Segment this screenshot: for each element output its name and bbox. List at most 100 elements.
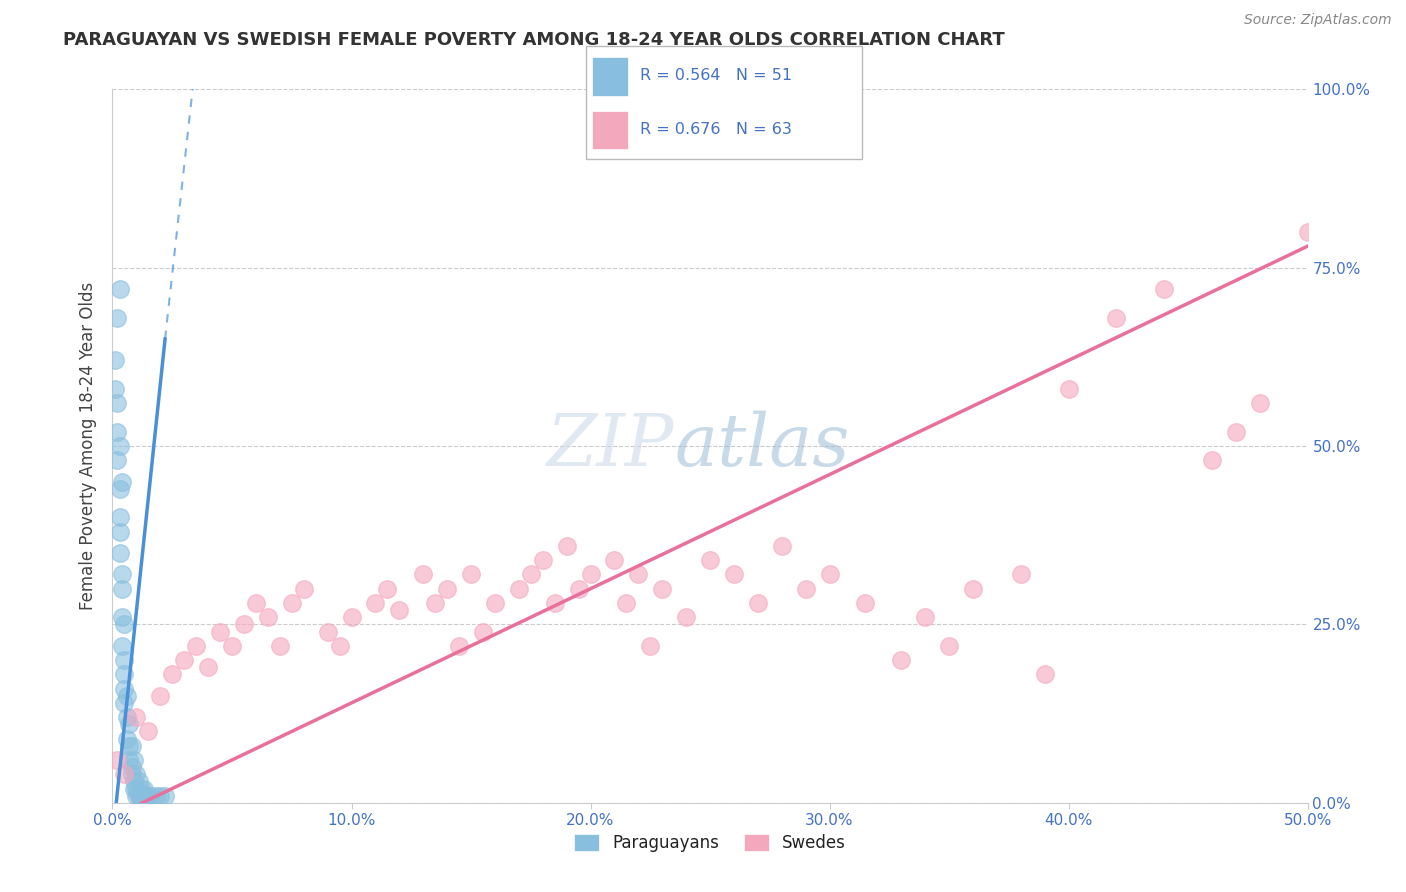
Point	[388, 603, 411, 617]
Point	[122, 781, 145, 796]
Point	[105, 310, 128, 325]
Point	[114, 667, 135, 681]
Point	[115, 689, 138, 703]
Y-axis label: Female Poverty Among 18-24 Year Olds: Female Poverty Among 18-24 Year Olds	[79, 282, 97, 610]
Point	[108, 524, 131, 539]
Text: Source: ZipAtlas.com: Source: ZipAtlas.com	[1244, 13, 1392, 28]
Point	[122, 753, 145, 767]
Point	[640, 639, 662, 653]
FancyBboxPatch shape	[586, 45, 862, 160]
Point	[747, 596, 769, 610]
Point	[128, 789, 150, 803]
Point	[257, 610, 280, 624]
Point	[105, 396, 128, 410]
Point	[329, 639, 352, 653]
Point	[209, 624, 232, 639]
Point	[1296, 225, 1319, 239]
Point	[472, 624, 495, 639]
Point	[520, 567, 543, 582]
Point	[723, 567, 745, 582]
Point	[651, 582, 673, 596]
Point	[125, 767, 148, 781]
Point	[603, 553, 626, 567]
Point	[818, 567, 841, 582]
Point	[149, 789, 172, 803]
Point	[125, 789, 148, 803]
Point	[914, 610, 936, 624]
Point	[105, 453, 128, 467]
Point	[1057, 382, 1080, 396]
Point	[281, 596, 304, 610]
Point	[122, 774, 145, 789]
Point	[111, 582, 134, 596]
Point	[111, 475, 134, 489]
Point	[1249, 396, 1271, 410]
Point	[425, 596, 447, 610]
Point	[233, 617, 256, 632]
Point	[138, 724, 160, 739]
Point	[292, 582, 315, 596]
Text: ZIP: ZIP	[547, 410, 675, 482]
Point	[675, 610, 697, 624]
Point	[531, 553, 554, 567]
Point	[114, 696, 135, 710]
Point	[129, 781, 152, 796]
Point	[436, 582, 458, 596]
Text: atlas: atlas	[675, 410, 849, 482]
Point	[1105, 310, 1128, 325]
Point	[1033, 667, 1056, 681]
Point	[104, 382, 127, 396]
Point	[135, 789, 157, 803]
Point	[269, 639, 291, 653]
Point	[125, 781, 148, 796]
Point	[938, 639, 960, 653]
Point	[118, 739, 141, 753]
Point	[114, 767, 135, 781]
Point	[139, 789, 162, 803]
Point	[340, 610, 363, 624]
Point	[579, 567, 602, 582]
Point	[245, 596, 267, 610]
Point	[118, 717, 141, 731]
Point	[108, 482, 131, 496]
Point	[855, 596, 877, 610]
Point	[149, 689, 172, 703]
Point	[962, 582, 984, 596]
Point	[114, 681, 135, 696]
Point	[125, 710, 148, 724]
Point	[105, 753, 128, 767]
Point	[118, 753, 141, 767]
Text: PARAGUAYAN VS SWEDISH FEMALE POVERTY AMONG 18-24 YEAR OLDS CORRELATION CHART: PARAGUAYAN VS SWEDISH FEMALE POVERTY AMO…	[63, 31, 1005, 49]
Legend: Paraguayans, Swedes: Paraguayans, Swedes	[567, 827, 853, 859]
Point	[105, 425, 128, 439]
Point	[104, 353, 127, 368]
Point	[627, 567, 650, 582]
Point	[890, 653, 912, 667]
Point	[108, 546, 131, 560]
Point	[364, 596, 387, 610]
Point	[108, 282, 131, 296]
Point	[135, 789, 157, 803]
Point	[316, 624, 339, 639]
Point	[129, 789, 152, 803]
Point	[221, 639, 243, 653]
Point	[1201, 453, 1223, 467]
Point	[108, 439, 131, 453]
Point	[115, 731, 138, 746]
Point	[616, 596, 638, 610]
Point	[1153, 282, 1175, 296]
Text: R = 0.676   N = 63: R = 0.676 N = 63	[640, 121, 792, 136]
Point	[128, 774, 150, 789]
Point	[128, 789, 150, 803]
Point	[377, 582, 399, 596]
Point	[699, 553, 721, 567]
Point	[111, 639, 134, 653]
Point	[111, 610, 134, 624]
Point	[186, 639, 208, 653]
Point	[121, 767, 143, 781]
Point	[555, 539, 578, 553]
Point	[114, 653, 135, 667]
Point	[794, 582, 817, 596]
Point	[114, 617, 135, 632]
Point	[111, 567, 134, 582]
